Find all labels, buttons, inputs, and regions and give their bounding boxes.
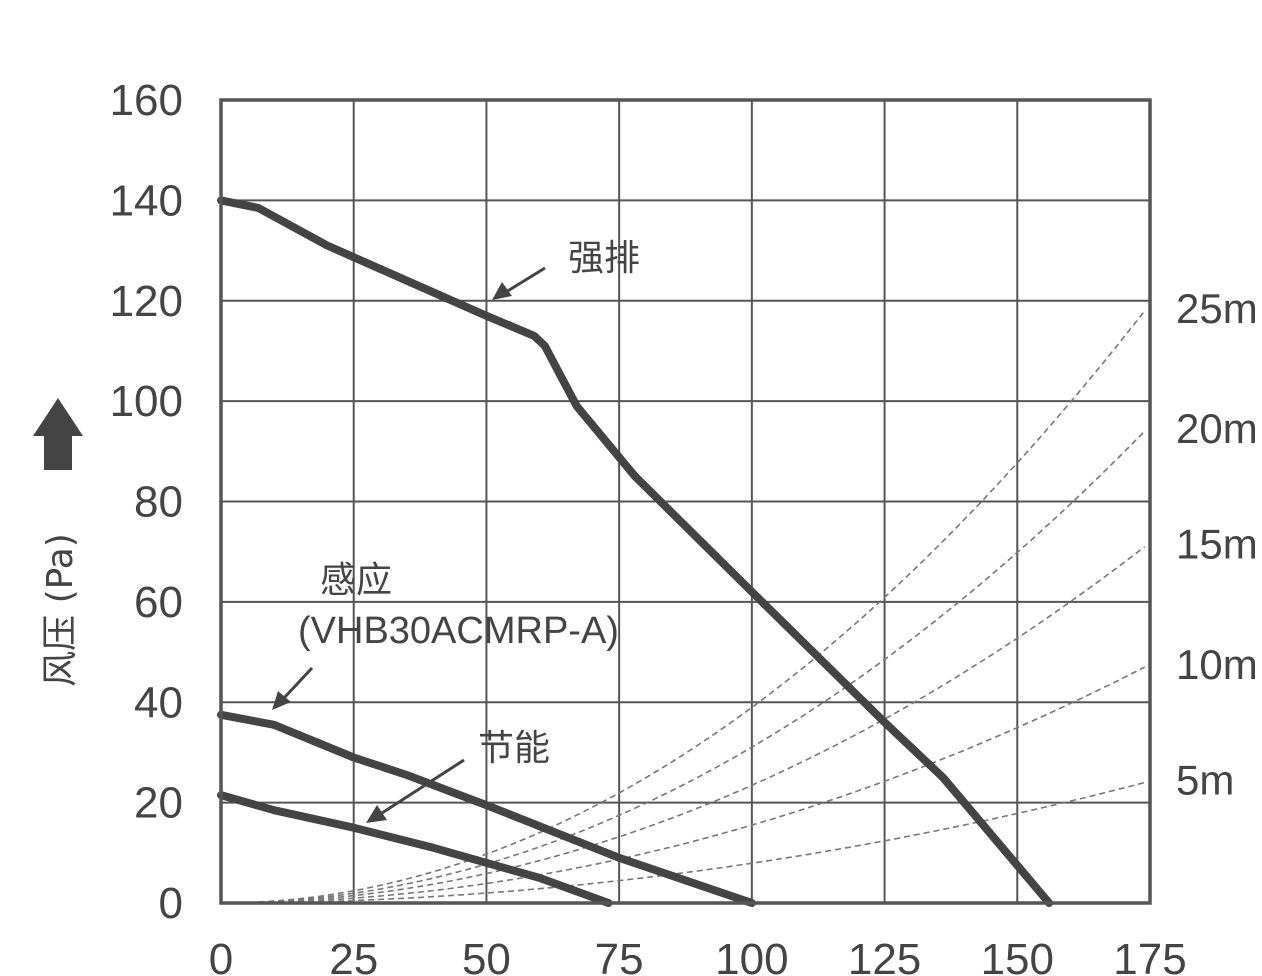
reference-curves <box>258 310 1146 904</box>
reference-curve-label: 5m <box>1176 757 1234 804</box>
reference-curve-20m <box>258 430 1146 903</box>
x-tick-label: 25 <box>329 935 378 976</box>
annotation-sensor-label-2: (VHB30ACMRP-A) <box>298 610 619 652</box>
annotation-sensor: 感应 (VHB30ACMRP-A) <box>272 560 619 710</box>
x-tick-label: 175 <box>1113 935 1186 976</box>
annotation-sensor-arrow-line <box>282 666 314 700</box>
reference-curve-5m <box>258 781 1145 904</box>
reference-curve-label: 15m <box>1176 521 1258 568</box>
series-line-3 <box>217 791 613 907</box>
up-arrow-icon <box>33 398 83 470</box>
grid <box>220 99 1151 904</box>
y-tick-label: 20 <box>134 779 183 828</box>
y-axis-label: 风压 (Pa) <box>40 533 81 687</box>
x-tick-label: 150 <box>981 935 1054 976</box>
x-tick-label: 100 <box>715 935 788 976</box>
x-tick-label: 0 <box>209 935 233 976</box>
annotation-eco: 节能 <box>366 728 550 823</box>
reference-curve-25m <box>258 310 1146 903</box>
y-tick-label: 60 <box>134 578 183 627</box>
y-tick-label: 100 <box>110 377 183 426</box>
plot-area-border <box>219 98 1152 905</box>
x-axis-ticks: 0 25 50 75 100 125 150 175 <box>209 935 1187 976</box>
series-line-2 <box>217 710 756 907</box>
reference-curve-label: 10m <box>1176 641 1258 688</box>
y-axis-label-group: 风压 (Pa) <box>33 398 83 687</box>
annotation-strong-arrow-line <box>505 266 546 294</box>
annotation-strong-label: 强排 <box>568 238 640 279</box>
series-line-1 <box>217 196 1054 907</box>
y-tick-label: 140 <box>110 176 183 225</box>
annotation-strong: 强排 <box>492 238 640 300</box>
reference-curve-10m <box>258 666 1146 904</box>
series-lines <box>217 196 1054 907</box>
reference-curve-label: 25m <box>1176 285 1258 332</box>
y-tick-label: 120 <box>110 277 183 326</box>
annotation-sensor-arrowhead <box>272 691 291 710</box>
reference-curve-15m <box>258 546 1146 904</box>
reference-curve-label: 20m <box>1176 405 1258 452</box>
annotation-eco-arrowhead <box>366 805 387 823</box>
x-tick-label: 50 <box>462 935 511 976</box>
annotation-eco-label: 节能 <box>478 728 550 769</box>
annotation-sensor-label-1: 感应 <box>320 560 392 601</box>
annotation-strong-arrowhead <box>492 282 512 300</box>
y-tick-label: 160 <box>110 76 183 125</box>
y-tick-label: 0 <box>159 879 183 928</box>
y-axis-ticks: 0 20 40 60 80 100 120 140 160 <box>110 76 183 928</box>
x-tick-label: 75 <box>595 935 644 976</box>
y-tick-label: 40 <box>134 678 183 727</box>
annotation-eco-arrow-line <box>381 758 465 815</box>
y-tick-label: 80 <box>134 478 183 527</box>
reference-curve-labels: 25m 20m 15m 10m 5m <box>1176 285 1258 804</box>
x-tick-label: 125 <box>848 935 921 976</box>
